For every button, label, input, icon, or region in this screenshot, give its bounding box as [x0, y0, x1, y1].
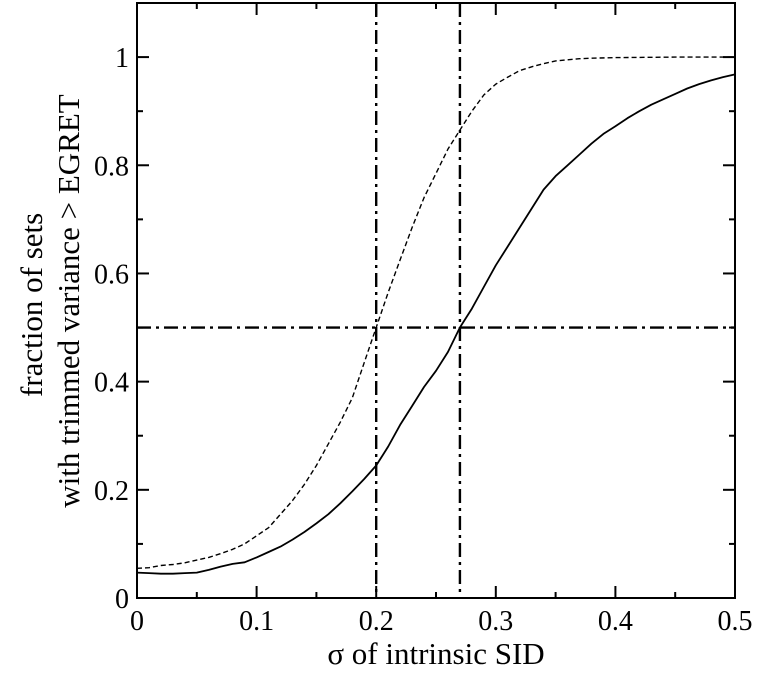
y-axis-label-line-2: with trimmed variance > EGRET [51, 94, 86, 508]
x-tick-label: 0.4 [598, 606, 633, 637]
y-tick-label: 0.4 [94, 368, 129, 399]
y-tick-label: 0.8 [94, 151, 129, 182]
x-tick-label: 0 [130, 606, 144, 637]
series-line-solid [136, 73, 736, 575]
y-tick-label: 0.2 [94, 476, 129, 507]
y-axis-label: fraction of sets with trimmed variance >… [14, 94, 86, 508]
y-axis-label-line-1: fraction of sets [14, 213, 49, 397]
series-line-dashed [136, 56, 735, 569]
plot-frame [136, 2, 736, 599]
x-tick-label: 0.3 [478, 606, 513, 637]
y-tick-label: 0.6 [94, 259, 129, 290]
labels-layer: σ of intrinsic SID fraction of sets with… [14, 94, 545, 671]
ticks-layer: 0 0.1 0.2 0.3 0.4 0.5 0 0.2 0.4 0.6 0.8 1 [94, 2, 753, 637]
y-tick-label: 1 [115, 43, 129, 74]
plot-layer [136, 3, 736, 598]
y-tick-label: 0 [115, 584, 129, 615]
x-tick-label: 0.5 [718, 606, 753, 637]
x-tick-label: 0.2 [359, 606, 394, 637]
x-axis-label: σ of intrinsic SID [327, 636, 544, 671]
x-tick-label: 0.1 [239, 606, 274, 637]
